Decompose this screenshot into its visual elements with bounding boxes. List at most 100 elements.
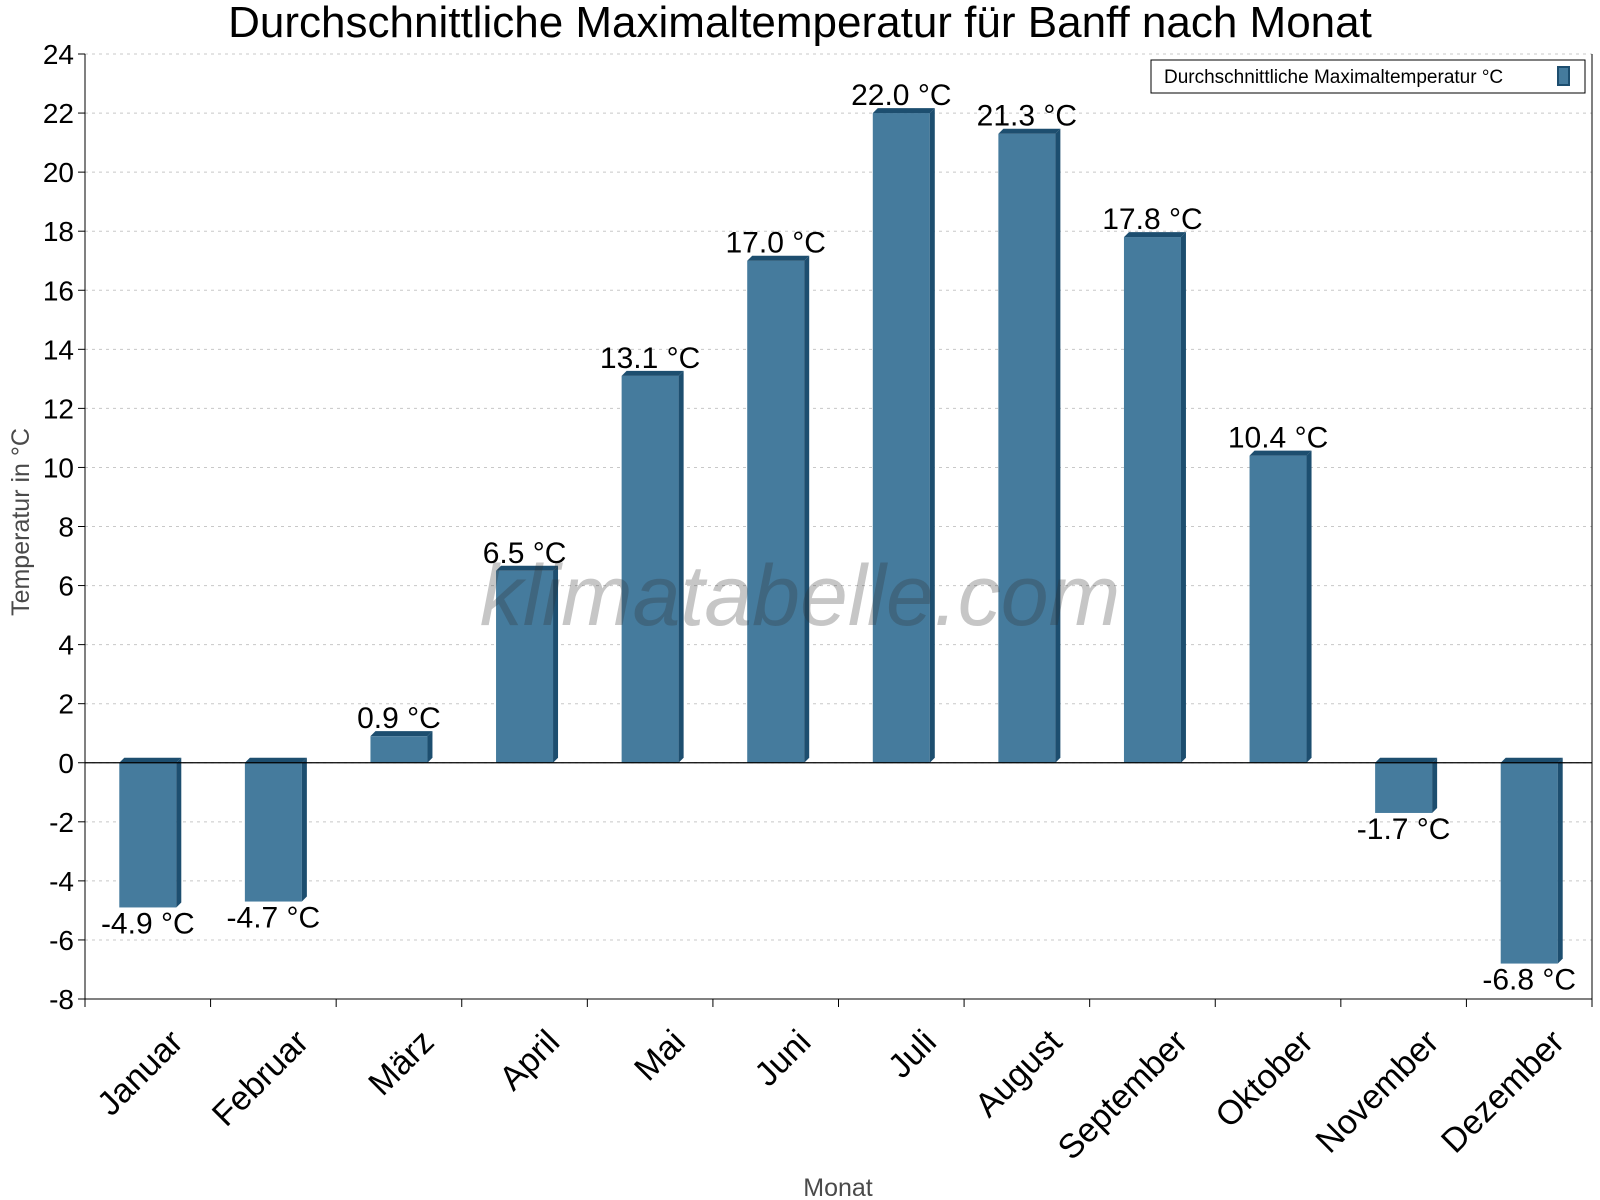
y-tick-label: 16 [43, 275, 74, 306]
bar-januar [119, 757, 182, 908]
value-label: 13.1 °C [600, 342, 700, 375]
value-label: 17.0 °C [726, 227, 826, 260]
bar-dezember [1500, 757, 1563, 964]
bar-side [804, 255, 810, 763]
bar-side [1306, 450, 1312, 763]
value-label: 0.9 °C [357, 702, 441, 735]
bar-front [998, 133, 1056, 763]
bar-august [998, 128, 1061, 763]
bar-top [747, 255, 810, 261]
bar-top [872, 108, 935, 114]
legend-swatch [1557, 66, 1570, 86]
y-tick-label: 12 [43, 393, 74, 424]
y-tick-label: 6 [58, 571, 74, 602]
bar-side [1055, 128, 1061, 763]
bar-top [621, 370, 684, 376]
bar-top [998, 128, 1061, 134]
bar-november [1375, 757, 1438, 813]
bar-front [1375, 762, 1433, 813]
bar-series [119, 108, 1563, 964]
y-tick-label: 24 [43, 39, 74, 70]
value-labels: -4.9 °C -4.7 °C 0.9 °C 6.5 °C 13.1 °C 17.0 °C… [101, 79, 1576, 997]
x-tick-label: März [361, 1023, 441, 1103]
legend-box [1150, 59, 1586, 94]
bar-top [1375, 757, 1438, 763]
bar-märz [370, 731, 433, 763]
y-tick-label: 8 [58, 512, 74, 543]
y-tick-label: 18 [43, 216, 74, 247]
chart-title: Durchschnittliche Maximaltemperatur für … [228, 0, 1372, 47]
y-tick-label: -6 [49, 925, 74, 956]
x-tick-label: November [1308, 1023, 1446, 1161]
watermark: klimatabelle.com [480, 548, 1120, 644]
value-label: 10.4 °C [1228, 422, 1328, 455]
x-tick-label: Juli [881, 1023, 944, 1086]
bar-juli [872, 108, 935, 763]
bar-front [872, 113, 930, 763]
bar-front [621, 375, 679, 763]
bar-front [1500, 762, 1558, 964]
y-tick-label: 20 [43, 157, 74, 188]
value-label: 17.8 °C [1102, 203, 1202, 236]
y-axis-label: Temperatur in °C [7, 428, 35, 616]
value-label: 22.0 °C [851, 79, 951, 112]
y-tick-label: 4 [58, 630, 74, 661]
legend-entry-label: Durchschnittliche Maximaltemperatur °C [1164, 67, 1503, 88]
x-tick-label: Februar [205, 1023, 316, 1134]
y-tick-label: 2 [58, 689, 74, 720]
bar-side [929, 108, 935, 763]
bar-april [496, 565, 559, 763]
bar-front [1249, 455, 1307, 763]
bar-front [496, 570, 554, 763]
legend: Durchschnittliche Maximaltemperatur °C [1150, 59, 1586, 94]
y-tick-label: -8 [49, 984, 74, 1015]
value-label: -1.7 °C [1357, 813, 1451, 846]
bar-mai [621, 370, 684, 763]
bar-side [678, 370, 684, 763]
bar-juni [747, 255, 810, 763]
x-tick-label: Dezember [1434, 1023, 1572, 1161]
x-axis-ticks: Januar Februar März April Mai Juni Juli AugustS… [84, 999, 1593, 1167]
bar-februar [244, 757, 307, 902]
y-tick-label: 14 [43, 334, 74, 365]
bar-oktober [1249, 450, 1312, 763]
bar-side [1432, 757, 1438, 813]
bar-front [747, 260, 805, 763]
y-tick-label: 0 [58, 748, 74, 779]
bar-top [119, 757, 182, 763]
bar-front [1123, 237, 1181, 763]
bar-front [244, 762, 302, 902]
value-label: 21.3 °C [977, 100, 1077, 133]
grid-lines [85, 53, 1592, 1000]
value-label: -6.8 °C [1482, 964, 1576, 997]
x-tick-label: September [1051, 1023, 1195, 1167]
bar-top [1500, 757, 1563, 763]
x-tick-label: Mai [627, 1023, 693, 1089]
bar-front [119, 762, 177, 908]
x-tick-label: August [968, 1022, 1070, 1124]
bar-side [427, 731, 433, 763]
bar-top [1123, 232, 1186, 238]
bar-top [370, 731, 433, 737]
bar-september [1123, 232, 1186, 763]
bar-top [244, 757, 307, 763]
x-tick-label: Januar [90, 1023, 190, 1123]
x-axis-label: Monat [803, 1174, 873, 1200]
bar-side [553, 565, 559, 763]
bar-side [1557, 757, 1563, 964]
value-label: 6.5 °C [483, 537, 567, 570]
value-label: -4.9 °C [101, 907, 195, 940]
y-tick-label: -2 [49, 807, 74, 838]
bar-front [370, 736, 428, 763]
bar-side [176, 757, 182, 908]
value-label: -4.7 °C [227, 902, 321, 935]
x-tick-label: Juni [747, 1023, 818, 1094]
y-tick-label: -4 [49, 866, 74, 897]
y-tick-label: 10 [43, 452, 74, 483]
bar-top [496, 565, 559, 571]
bar-side [301, 757, 307, 902]
bar-top [1249, 450, 1312, 456]
bar-side [1180, 232, 1186, 763]
